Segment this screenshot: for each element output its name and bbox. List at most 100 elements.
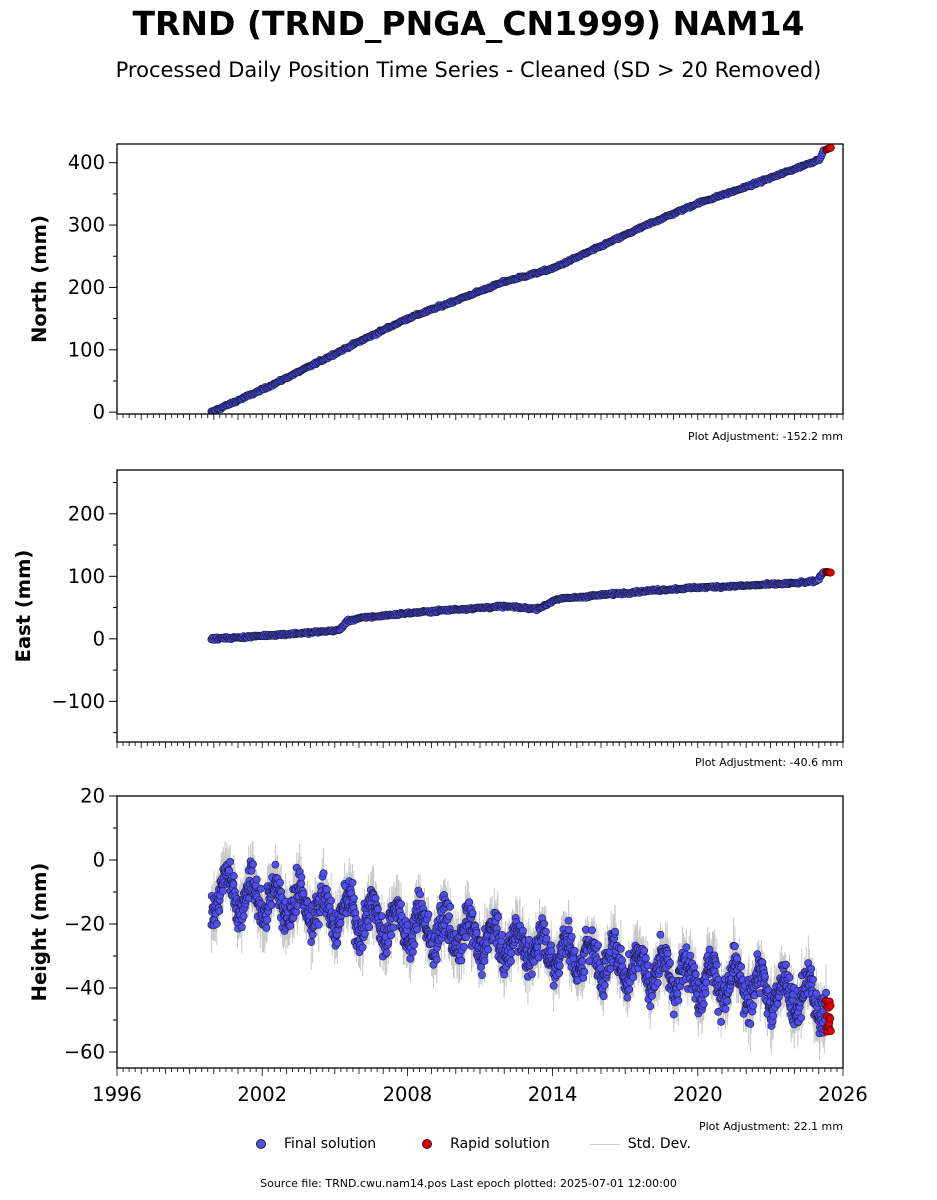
final-point xyxy=(528,970,536,979)
final-point xyxy=(333,939,342,947)
final-point xyxy=(358,943,367,952)
final-point xyxy=(384,938,393,947)
final-point xyxy=(682,943,691,952)
final-point xyxy=(507,949,516,957)
final-point xyxy=(690,963,698,972)
final-point xyxy=(567,932,576,941)
final-point xyxy=(540,919,549,928)
final-point xyxy=(373,905,382,914)
y-tick-label: 0 xyxy=(93,401,105,424)
final-point xyxy=(365,923,373,932)
final-point xyxy=(618,956,626,965)
final-point xyxy=(397,900,405,909)
final-point xyxy=(226,857,235,866)
final-point xyxy=(263,916,271,924)
page-subtitle: Processed Daily Position Time Series - C… xyxy=(115,58,822,82)
final-point xyxy=(623,993,632,1002)
final-point xyxy=(267,901,276,909)
final-point xyxy=(493,913,502,921)
final-point xyxy=(599,992,608,1001)
final-point xyxy=(406,954,415,963)
final-point xyxy=(547,947,556,955)
final-point xyxy=(360,929,369,938)
final-point xyxy=(617,944,625,953)
final-point xyxy=(239,912,248,921)
final-point xyxy=(737,962,745,971)
y-axis-label: North (mm) xyxy=(28,215,51,343)
rapid-points xyxy=(822,568,835,577)
y-tick-label: 200 xyxy=(68,276,105,299)
final-point xyxy=(785,973,794,982)
final-point xyxy=(457,956,466,965)
final-point xyxy=(653,979,662,987)
final-point xyxy=(564,925,573,934)
final-point xyxy=(322,885,331,894)
final-point xyxy=(611,927,619,936)
final-point xyxy=(432,955,441,964)
final-point xyxy=(465,898,474,907)
final-point xyxy=(484,945,492,954)
final-point xyxy=(782,960,790,969)
final-point xyxy=(723,997,732,1005)
final-point xyxy=(403,920,412,929)
final-point xyxy=(646,1002,655,1011)
final-point xyxy=(389,923,398,932)
final-point xyxy=(809,975,817,984)
final-point xyxy=(669,1010,678,1019)
y-axis-label: East (mm) xyxy=(12,550,35,663)
final-point xyxy=(229,872,238,880)
final-point xyxy=(600,981,609,990)
final-points xyxy=(207,568,828,644)
final-point xyxy=(249,860,257,869)
final-point xyxy=(761,972,769,981)
final-point xyxy=(686,951,695,960)
x-minor-ticks xyxy=(116,414,844,420)
data-layer xyxy=(207,568,835,644)
final-points xyxy=(207,146,828,414)
final-point xyxy=(629,973,638,982)
final-point xyxy=(666,959,674,967)
rapid-points xyxy=(822,144,835,154)
final-point xyxy=(812,989,821,998)
final-points xyxy=(207,857,830,1038)
final-point xyxy=(717,1018,725,1026)
final-point xyxy=(327,896,335,905)
final-point xyxy=(555,961,564,970)
final-point xyxy=(410,940,419,949)
final-point xyxy=(445,912,453,921)
final-point xyxy=(578,957,587,966)
final-point xyxy=(229,880,238,889)
final-point xyxy=(225,866,233,875)
y-tick-label: 0 xyxy=(93,627,105,650)
final-point xyxy=(468,909,477,918)
y-tick-label: 100 xyxy=(68,338,105,361)
final-point xyxy=(387,931,396,939)
final-point xyxy=(807,965,816,973)
chart-panel-2: −100 0 100 200 East (mm) Plot Adjustment: -40… xyxy=(12,469,844,769)
rapid-point xyxy=(827,144,835,152)
final-point xyxy=(640,946,648,955)
final-point xyxy=(656,930,665,939)
final-point xyxy=(497,931,506,939)
final-point xyxy=(642,954,650,963)
final-point xyxy=(314,920,323,929)
final-point xyxy=(699,1000,708,1009)
final-point xyxy=(286,922,295,930)
final-point xyxy=(606,965,615,973)
final-point xyxy=(408,948,417,956)
final-point xyxy=(663,949,672,958)
y-tick-label: 300 xyxy=(68,214,105,237)
final-point xyxy=(769,1011,778,1020)
final-point xyxy=(797,1014,805,1022)
final-point xyxy=(297,879,305,888)
final-point xyxy=(712,960,721,969)
final-point xyxy=(702,978,711,987)
final-point xyxy=(416,890,424,899)
final-point xyxy=(349,894,358,903)
final-point xyxy=(648,992,656,1000)
final-point xyxy=(462,933,470,941)
y-axis: 0 100 200 300 400 xyxy=(68,151,117,424)
final-point xyxy=(480,957,489,965)
final-point xyxy=(307,938,316,946)
